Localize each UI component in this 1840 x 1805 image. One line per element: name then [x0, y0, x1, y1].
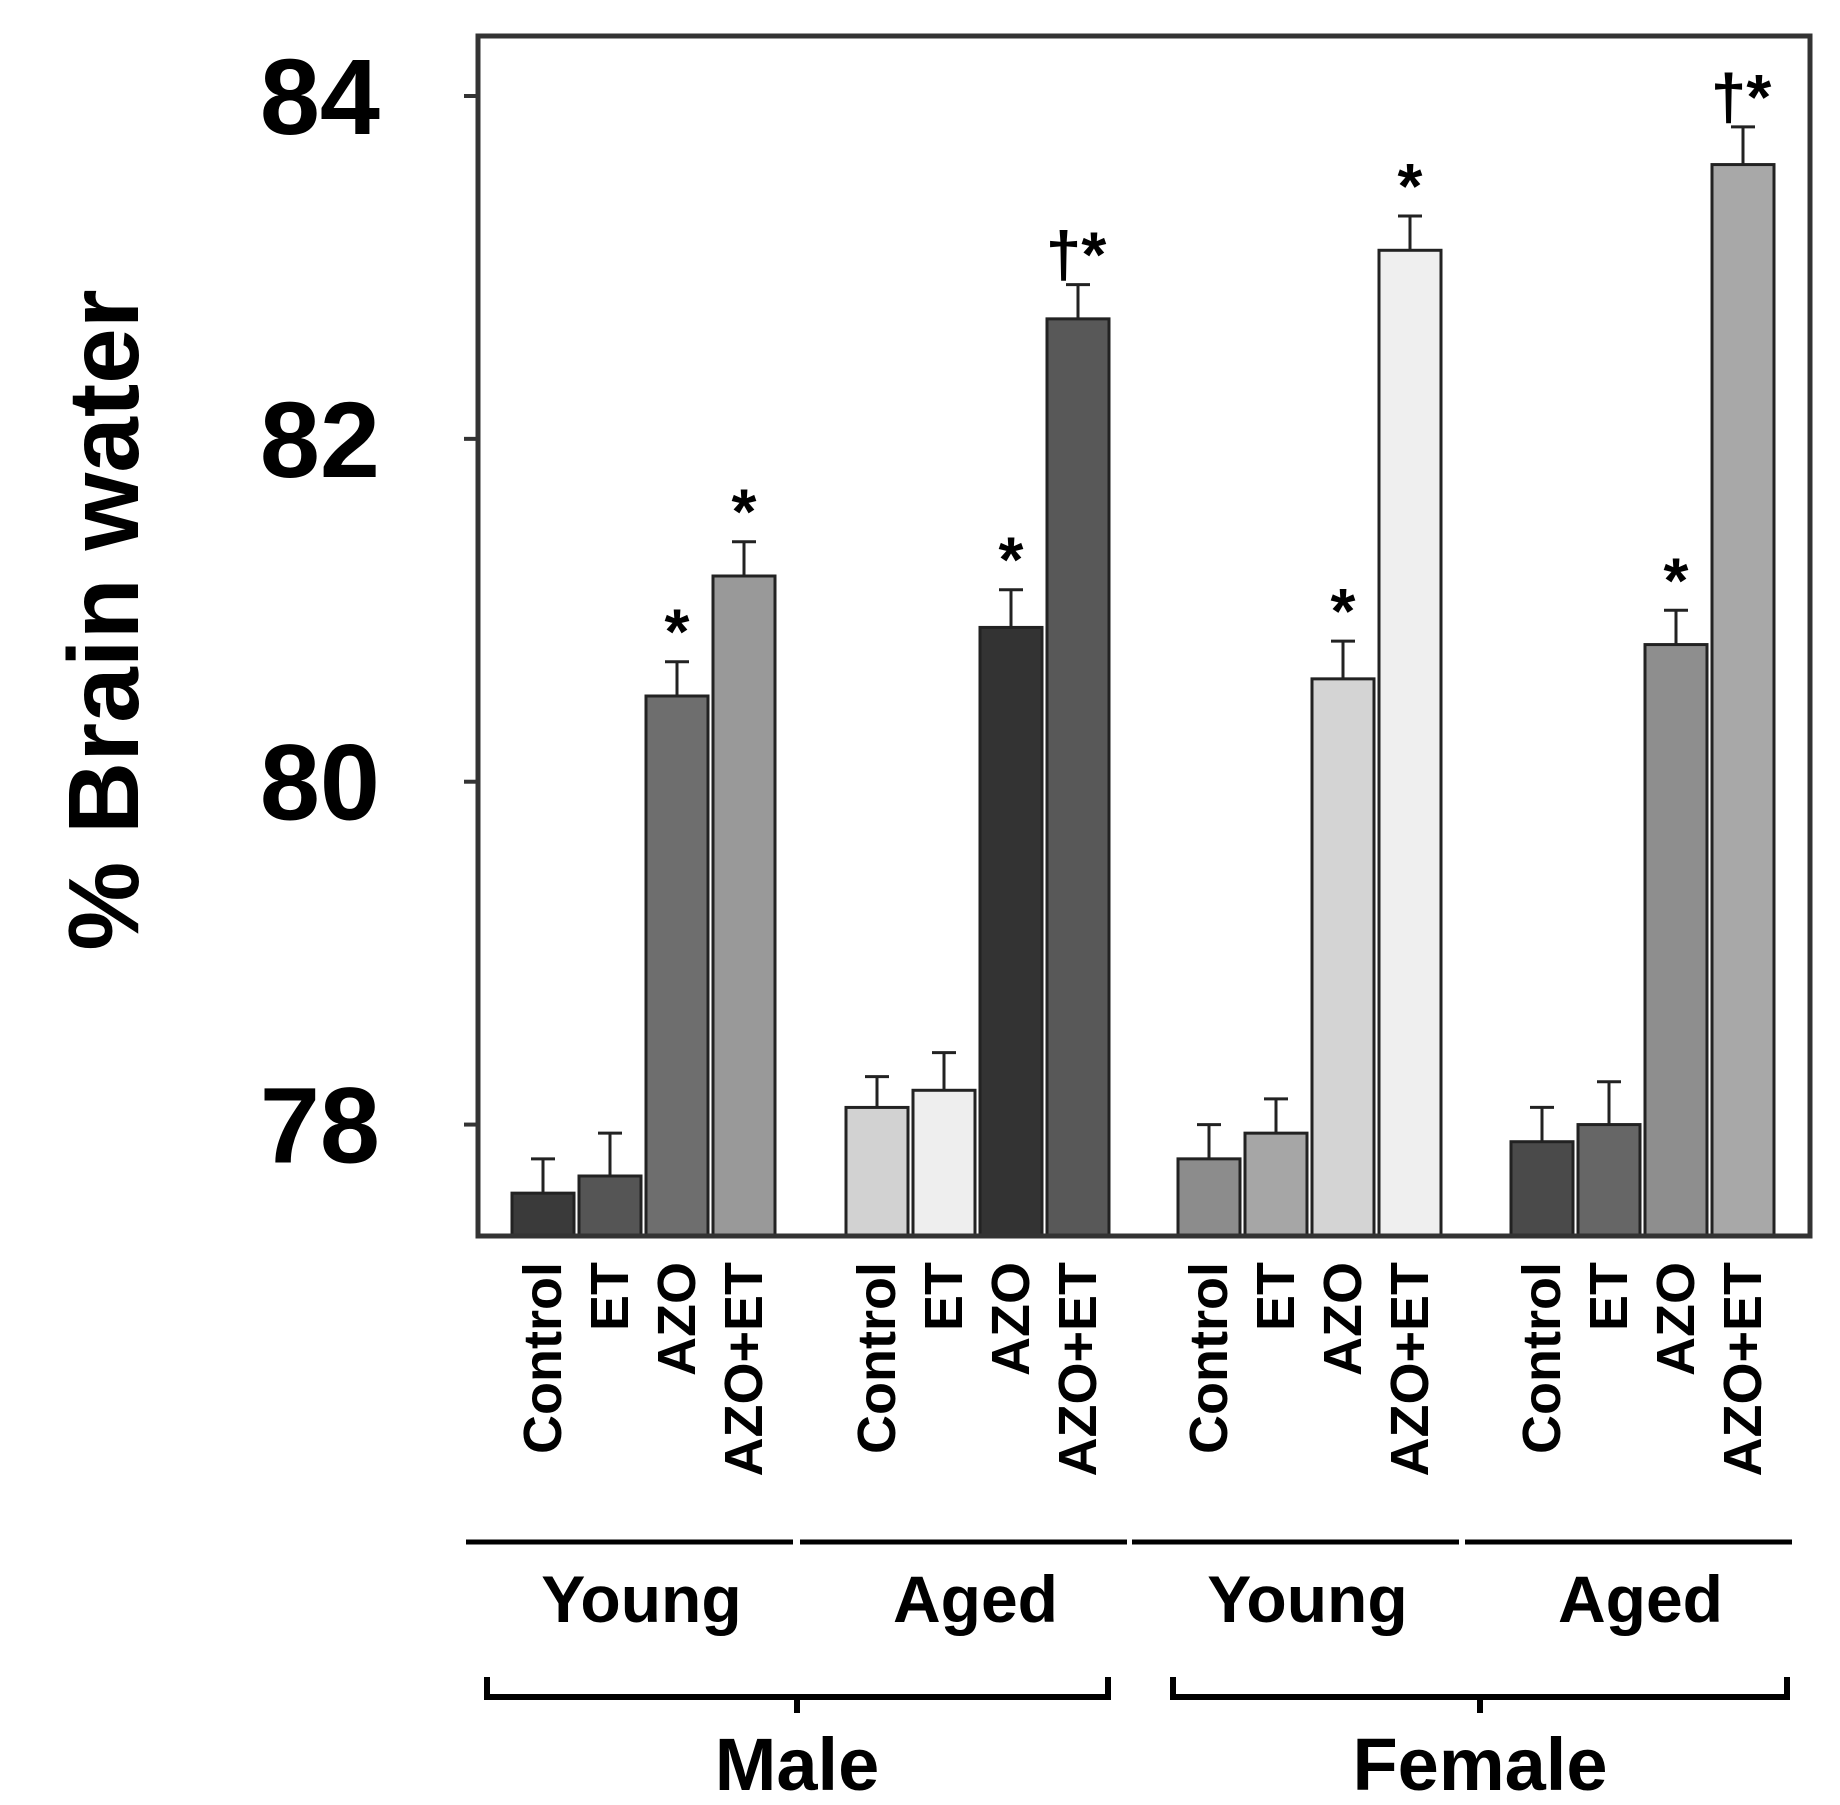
x-category-label: Control: [513, 1262, 573, 1454]
significance-marker: *: [999, 524, 1024, 596]
bar-female-aged-0: [1509, 1140, 1575, 1238]
bar-male-aged-0: [844, 1105, 910, 1238]
bar-female-young-1: [1243, 1131, 1309, 1238]
significance-marker: *: [1398, 150, 1423, 222]
bar-female-aged-3: [1710, 163, 1776, 1238]
significance-marker: *: [1664, 544, 1689, 616]
x-category-label: AZO+ET: [1380, 1262, 1440, 1477]
y-tick-label: 78: [260, 1065, 380, 1186]
y-axis-ticks: 78 80 82 84: [260, 36, 478, 1186]
x-category-label: ET: [580, 1262, 640, 1331]
age-group-label: Aged: [1558, 1562, 1723, 1636]
bar-female-aged-1: [1576, 1123, 1642, 1238]
x-category-label: ET: [1579, 1262, 1639, 1331]
group-brackets: Male Female: [484, 1677, 1790, 1805]
bar-female-young-3: [1377, 248, 1443, 1238]
significance-marker: *: [732, 476, 757, 548]
sex-group-label: Male: [715, 1723, 880, 1805]
significance-marker-dagger: †*: [1711, 61, 1772, 133]
x-category-label: ET: [1246, 1262, 1306, 1331]
age-group-label: Young: [541, 1562, 741, 1636]
y-tick-label: 84: [260, 36, 380, 157]
bar-male-aged-1: [911, 1088, 977, 1238]
y-axis-label: % Brain water: [48, 289, 160, 950]
significance-marker: *: [665, 596, 690, 668]
y-tick-label: 80: [260, 722, 380, 843]
x-category-label: AZO: [981, 1262, 1041, 1376]
x-category-label: ET: [914, 1262, 974, 1331]
x-category-label: Control: [847, 1262, 907, 1454]
age-group-label: Young: [1207, 1562, 1407, 1636]
significance-marker-dagger: †*: [1046, 219, 1107, 291]
sex-group-label: Female: [1352, 1723, 1607, 1805]
x-category-label: AZO+ET: [1048, 1262, 1108, 1477]
bars: * * * †* * * * †*: [510, 61, 1776, 1238]
bar-male-young-2: [644, 694, 710, 1238]
sex-group-bracket: [484, 1677, 1111, 1713]
x-category-label: AZO+ET: [714, 1262, 774, 1477]
bar-female-young-0: [1176, 1157, 1242, 1238]
x-category-label: AZO: [1646, 1262, 1706, 1376]
y-tick-label: 82: [260, 379, 380, 500]
plot-frame: [475, 33, 1813, 1239]
bar-male-aged-2: [978, 625, 1044, 1238]
bar-female-young-2: [1310, 677, 1376, 1238]
bar-male-young-0: [510, 1191, 576, 1238]
x-category-label: Control: [1512, 1262, 1572, 1454]
x-category-label: AZO: [1313, 1262, 1373, 1376]
bar-male-aged-3: [1045, 317, 1111, 1238]
bar-female-aged-2: [1643, 643, 1709, 1238]
age-group-label: Aged: [893, 1562, 1058, 1636]
sex-group-bracket: [1170, 1677, 1790, 1713]
x-category-label: Control: [1179, 1262, 1239, 1454]
bar-male-young-3: [711, 574, 777, 1238]
significance-marker: *: [1331, 575, 1356, 647]
x-category-label: AZO+ET: [1713, 1262, 1773, 1477]
bar-male-young-1: [577, 1174, 643, 1238]
x-category-label: AZO: [647, 1262, 707, 1376]
